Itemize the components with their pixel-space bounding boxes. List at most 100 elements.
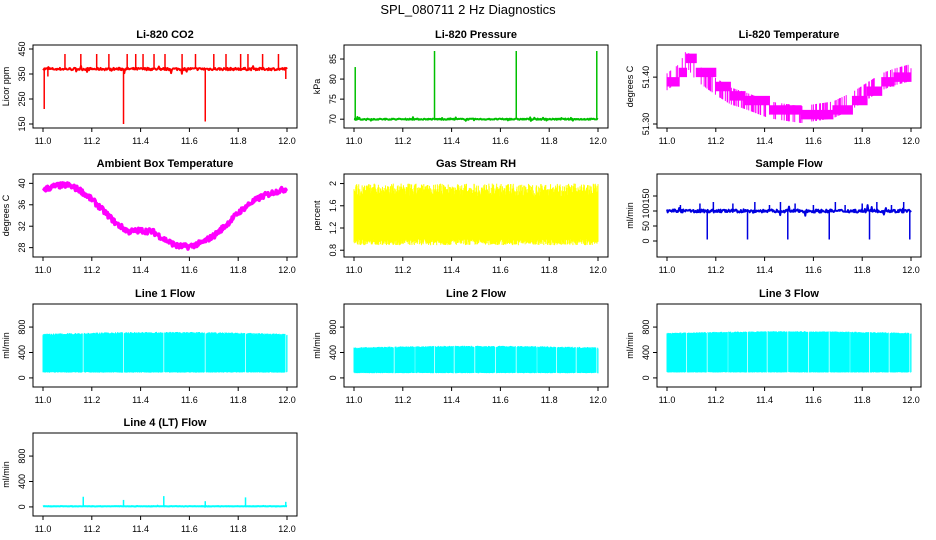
plot-frame — [343, 303, 609, 388]
y-axis-label: ml/min — [625, 202, 635, 229]
panel-grid: Li-820 CO2 Licor ppm 11.0 11.2 11.4 11.6 11.8 1… — [1, 29, 922, 534]
y-tick-label: 85 — [328, 54, 338, 64]
x-tick-label: 11.6 — [492, 136, 509, 146]
panel-ambient-box-temperature: Ambient Box Temperature degrees C 11.0 11.2… — [1, 158, 298, 275]
x-tick-label: 11.8 — [230, 395, 247, 405]
x-tick-label: 11.6 — [181, 265, 198, 275]
x-tick-label: 11.4 — [132, 265, 149, 275]
x-tick-label: 11.2 — [83, 524, 100, 534]
y-axis-label: ml/min — [312, 332, 322, 359]
x-tick-label: 12.0 — [902, 395, 920, 405]
y-tick-label: 150 — [641, 188, 651, 203]
plot-frame — [343, 173, 609, 258]
panel-title: Line 2 Flow — [446, 288, 506, 300]
y-tick-label: 400 — [328, 345, 338, 360]
x-tick-label: 12.0 — [278, 395, 296, 405]
y-tick-label: 0 — [17, 504, 27, 509]
x-tick-label: 11.4 — [132, 524, 149, 534]
series-line — [353, 116, 599, 122]
x-tick-label: 11.4 — [443, 395, 460, 405]
plot-frame — [32, 44, 298, 129]
y-axis-label: kPa — [312, 79, 322, 95]
x-tick-label: 12.0 — [278, 136, 296, 146]
x-tick-label: 12.0 — [902, 136, 920, 146]
x-tick-label: 11.0 — [659, 395, 676, 405]
x-tick-label: 11.0 — [35, 136, 52, 146]
panel-title: Li-820 Temperature — [739, 29, 840, 41]
x-tick-label: 11.2 — [394, 265, 411, 275]
panel-title: Line 1 Flow — [135, 288, 195, 300]
panel-title: Li-820 CO2 — [136, 29, 193, 41]
panel-line-4-lt-flow: Line 4 (LT) Flow ml/min 11.0 11.2 11.4 11.6 11… — [1, 417, 298, 534]
x-tick-label: 12.0 — [589, 395, 607, 405]
x-tick-label: 11.4 — [756, 136, 773, 146]
y-tick-label: 400 — [17, 474, 27, 489]
y-tick-label: 0 — [17, 375, 27, 380]
y-tick-label: 0.8 — [328, 244, 338, 257]
x-tick-label: 11.8 — [230, 136, 247, 146]
x-tick-label: 11.2 — [707, 395, 724, 405]
y-tick-label: 800 — [641, 320, 651, 335]
x-tick-label: 11.6 — [805, 395, 822, 405]
y-tick-label: 0 — [641, 375, 651, 380]
panel-line-3-flow: Line 3 Flow ml/min 11.0 11.2 11.4 11.6 11.8 12.… — [625, 288, 922, 405]
x-tick-label: 11.8 — [230, 524, 247, 534]
x-tick-label: 11.2 — [83, 136, 100, 146]
plot-frame — [656, 44, 922, 129]
x-tick-label: 11.0 — [659, 265, 676, 275]
series-line — [42, 64, 288, 75]
panel-title: Ambient Box Temperature — [97, 158, 234, 170]
y-axis-label: percent — [312, 200, 322, 231]
plot-frame — [656, 173, 922, 258]
panel-title: Gas Stream RH — [436, 158, 516, 170]
x-tick-label: 11.0 — [659, 136, 676, 146]
panel-li-820-temperature: Li-820 Temperature degrees C 11.0 11.2 11.4 1… — [625, 29, 922, 146]
x-tick-label: 11.8 — [541, 395, 558, 405]
y-tick-label: 51.40 — [641, 66, 651, 89]
panel-li-820-co2: Li-820 CO2 Licor ppm 11.0 11.2 11.4 11.6 11.8 1… — [1, 29, 298, 146]
y-axis-label: Licor ppm — [1, 67, 11, 107]
panel-li-820-pressure: Li-820 Pressure kPa 11.0 11.2 11.4 11.6 11.8 12… — [312, 29, 609, 146]
y-tick-label: 400 — [641, 345, 651, 360]
x-tick-label: 11.6 — [492, 395, 509, 405]
y-tick-label: 450 — [17, 41, 27, 56]
x-tick-label: 12.0 — [902, 265, 920, 275]
x-tick-label: 11.4 — [443, 136, 460, 146]
x-tick-label: 11.2 — [394, 395, 411, 405]
y-tick-label: 70 — [328, 114, 338, 124]
x-tick-label: 11.6 — [181, 395, 198, 405]
x-tick-label: 11.8 — [230, 265, 247, 275]
y-tick-label: 0 — [328, 375, 338, 380]
y-tick-label: 2 — [328, 181, 338, 186]
x-tick-label: 11.6 — [805, 265, 822, 275]
x-tick-label: 11.8 — [541, 136, 558, 146]
x-tick-label: 11.8 — [854, 136, 871, 146]
x-tick-label: 12.0 — [278, 524, 296, 534]
plot-frame — [32, 303, 298, 388]
y-tick-label: 800 — [17, 320, 27, 335]
figure-title: SPL_080711 2 Hz Diagnostics — [380, 2, 556, 17]
y-tick-label: 100 — [641, 203, 651, 218]
y-tick-label: 32 — [17, 221, 27, 231]
x-tick-label: 11.2 — [707, 136, 724, 146]
plot-frame — [32, 432, 298, 517]
x-tick-label: 11.4 — [443, 265, 460, 275]
x-tick-label: 11.0 — [346, 395, 363, 405]
x-tick-label: 11.6 — [181, 136, 198, 146]
x-tick-label: 11.8 — [854, 395, 871, 405]
x-tick-label: 11.8 — [854, 265, 871, 275]
y-tick-label: 250 — [17, 91, 27, 106]
x-tick-label: 12.0 — [589, 265, 607, 275]
y-tick-label: 75 — [328, 94, 338, 104]
y-tick-label: 36 — [17, 200, 27, 210]
y-tick-label: 1.2 — [328, 222, 338, 235]
x-tick-label: 11.6 — [181, 524, 198, 534]
x-tick-label: 11.4 — [132, 136, 149, 146]
panel-title: Line 4 (LT) Flow — [124, 417, 207, 429]
y-tick-label: 800 — [17, 449, 27, 464]
y-tick-label: 350 — [17, 66, 27, 81]
x-tick-label: 11.2 — [83, 395, 100, 405]
x-tick-label: 11.0 — [35, 524, 52, 534]
